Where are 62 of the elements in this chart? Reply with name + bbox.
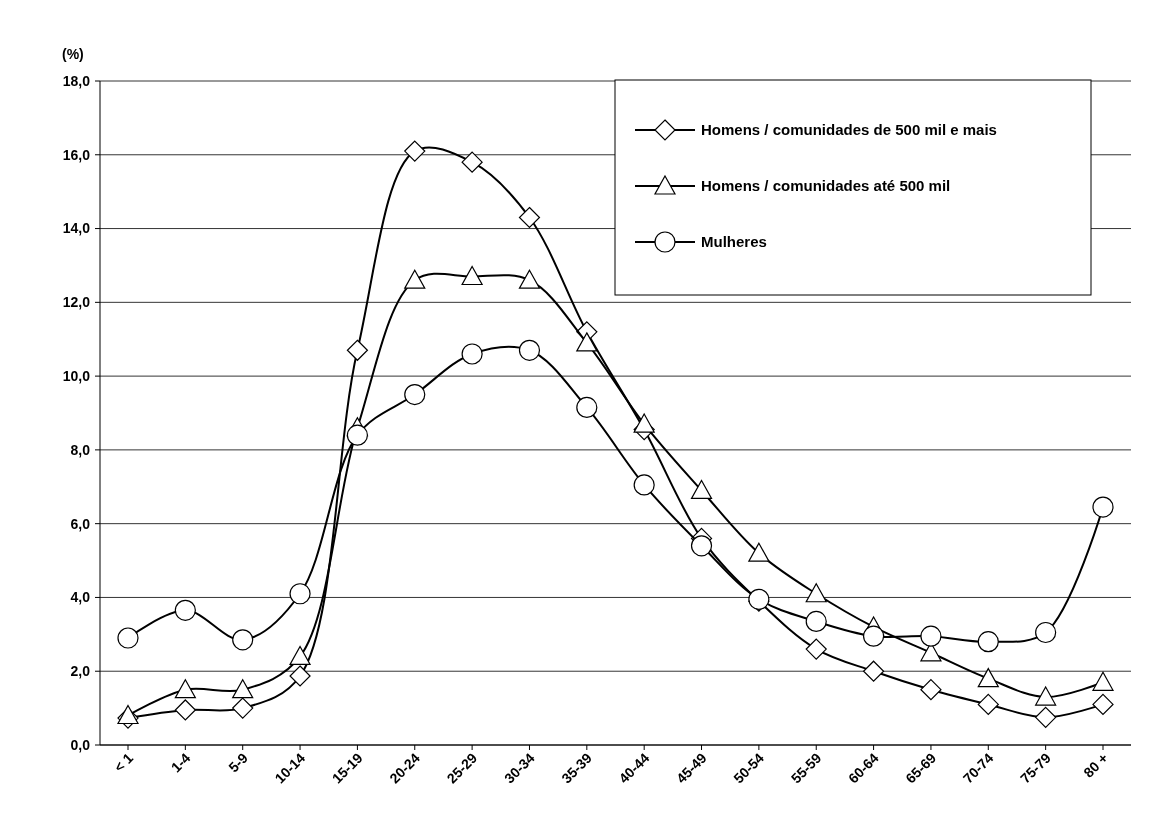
point — [404, 383, 426, 406]
point — [1092, 496, 1114, 518]
y-tick-label: 14,0 — [62, 220, 91, 237]
y-tick-label: 10,0 — [62, 368, 91, 385]
x-tick-label: 80 + — [1080, 749, 1112, 781]
point — [174, 679, 196, 699]
y-tick-label: 18,0 — [62, 72, 91, 89]
y-axis-title: (%) — [62, 46, 84, 62]
point — [862, 660, 885, 682]
point — [232, 679, 254, 699]
x-tick-label: 5-9 — [225, 749, 251, 776]
point — [805, 583, 827, 603]
point — [518, 206, 541, 229]
point — [461, 151, 483, 173]
point — [404, 269, 426, 289]
point — [346, 424, 369, 446]
y-tick-label: 6,0 — [70, 515, 91, 532]
point — [346, 339, 369, 361]
y-tick-label: 8,0 — [70, 441, 91, 458]
point — [461, 265, 483, 286]
point — [1035, 686, 1057, 706]
point — [977, 693, 999, 716]
x-tick-label: 1-4 — [167, 749, 194, 776]
point — [633, 474, 655, 496]
y-tick-label: 12,0 — [62, 294, 91, 311]
point — [518, 339, 541, 361]
point — [920, 679, 942, 701]
point — [461, 343, 483, 365]
point — [805, 638, 827, 660]
point — [289, 583, 311, 605]
point — [920, 625, 942, 647]
point — [977, 631, 999, 653]
point — [977, 668, 999, 688]
legend-label: Homens / comunidades até 500 mil — [701, 177, 951, 195]
point — [1035, 706, 1057, 728]
point — [289, 645, 311, 666]
legend-label: Homens / comunidades de 500 mil e mais — [701, 121, 997, 139]
point — [805, 610, 827, 633]
point — [174, 699, 196, 721]
point — [289, 665, 311, 687]
point — [1092, 693, 1114, 716]
x-tick-label: < 1 — [110, 749, 137, 776]
point — [518, 269, 541, 289]
y-tick-label: 16,0 — [62, 146, 91, 163]
point — [117, 627, 139, 649]
point — [404, 140, 426, 162]
point — [1035, 621, 1057, 644]
point — [576, 332, 598, 352]
legend-label: Mulheres — [701, 233, 767, 251]
point — [862, 625, 885, 647]
y-tick-label: 2,0 — [70, 663, 91, 680]
point — [232, 629, 254, 651]
point — [748, 542, 770, 562]
point — [174, 599, 196, 621]
point — [232, 697, 254, 719]
y-tick-label: 0,0 — [70, 736, 91, 753]
point — [576, 396, 598, 419]
point — [633, 413, 655, 433]
y-tick-label: 4,0 — [70, 589, 91, 606]
point — [1092, 671, 1114, 691]
point — [690, 535, 713, 557]
point — [690, 479, 713, 500]
